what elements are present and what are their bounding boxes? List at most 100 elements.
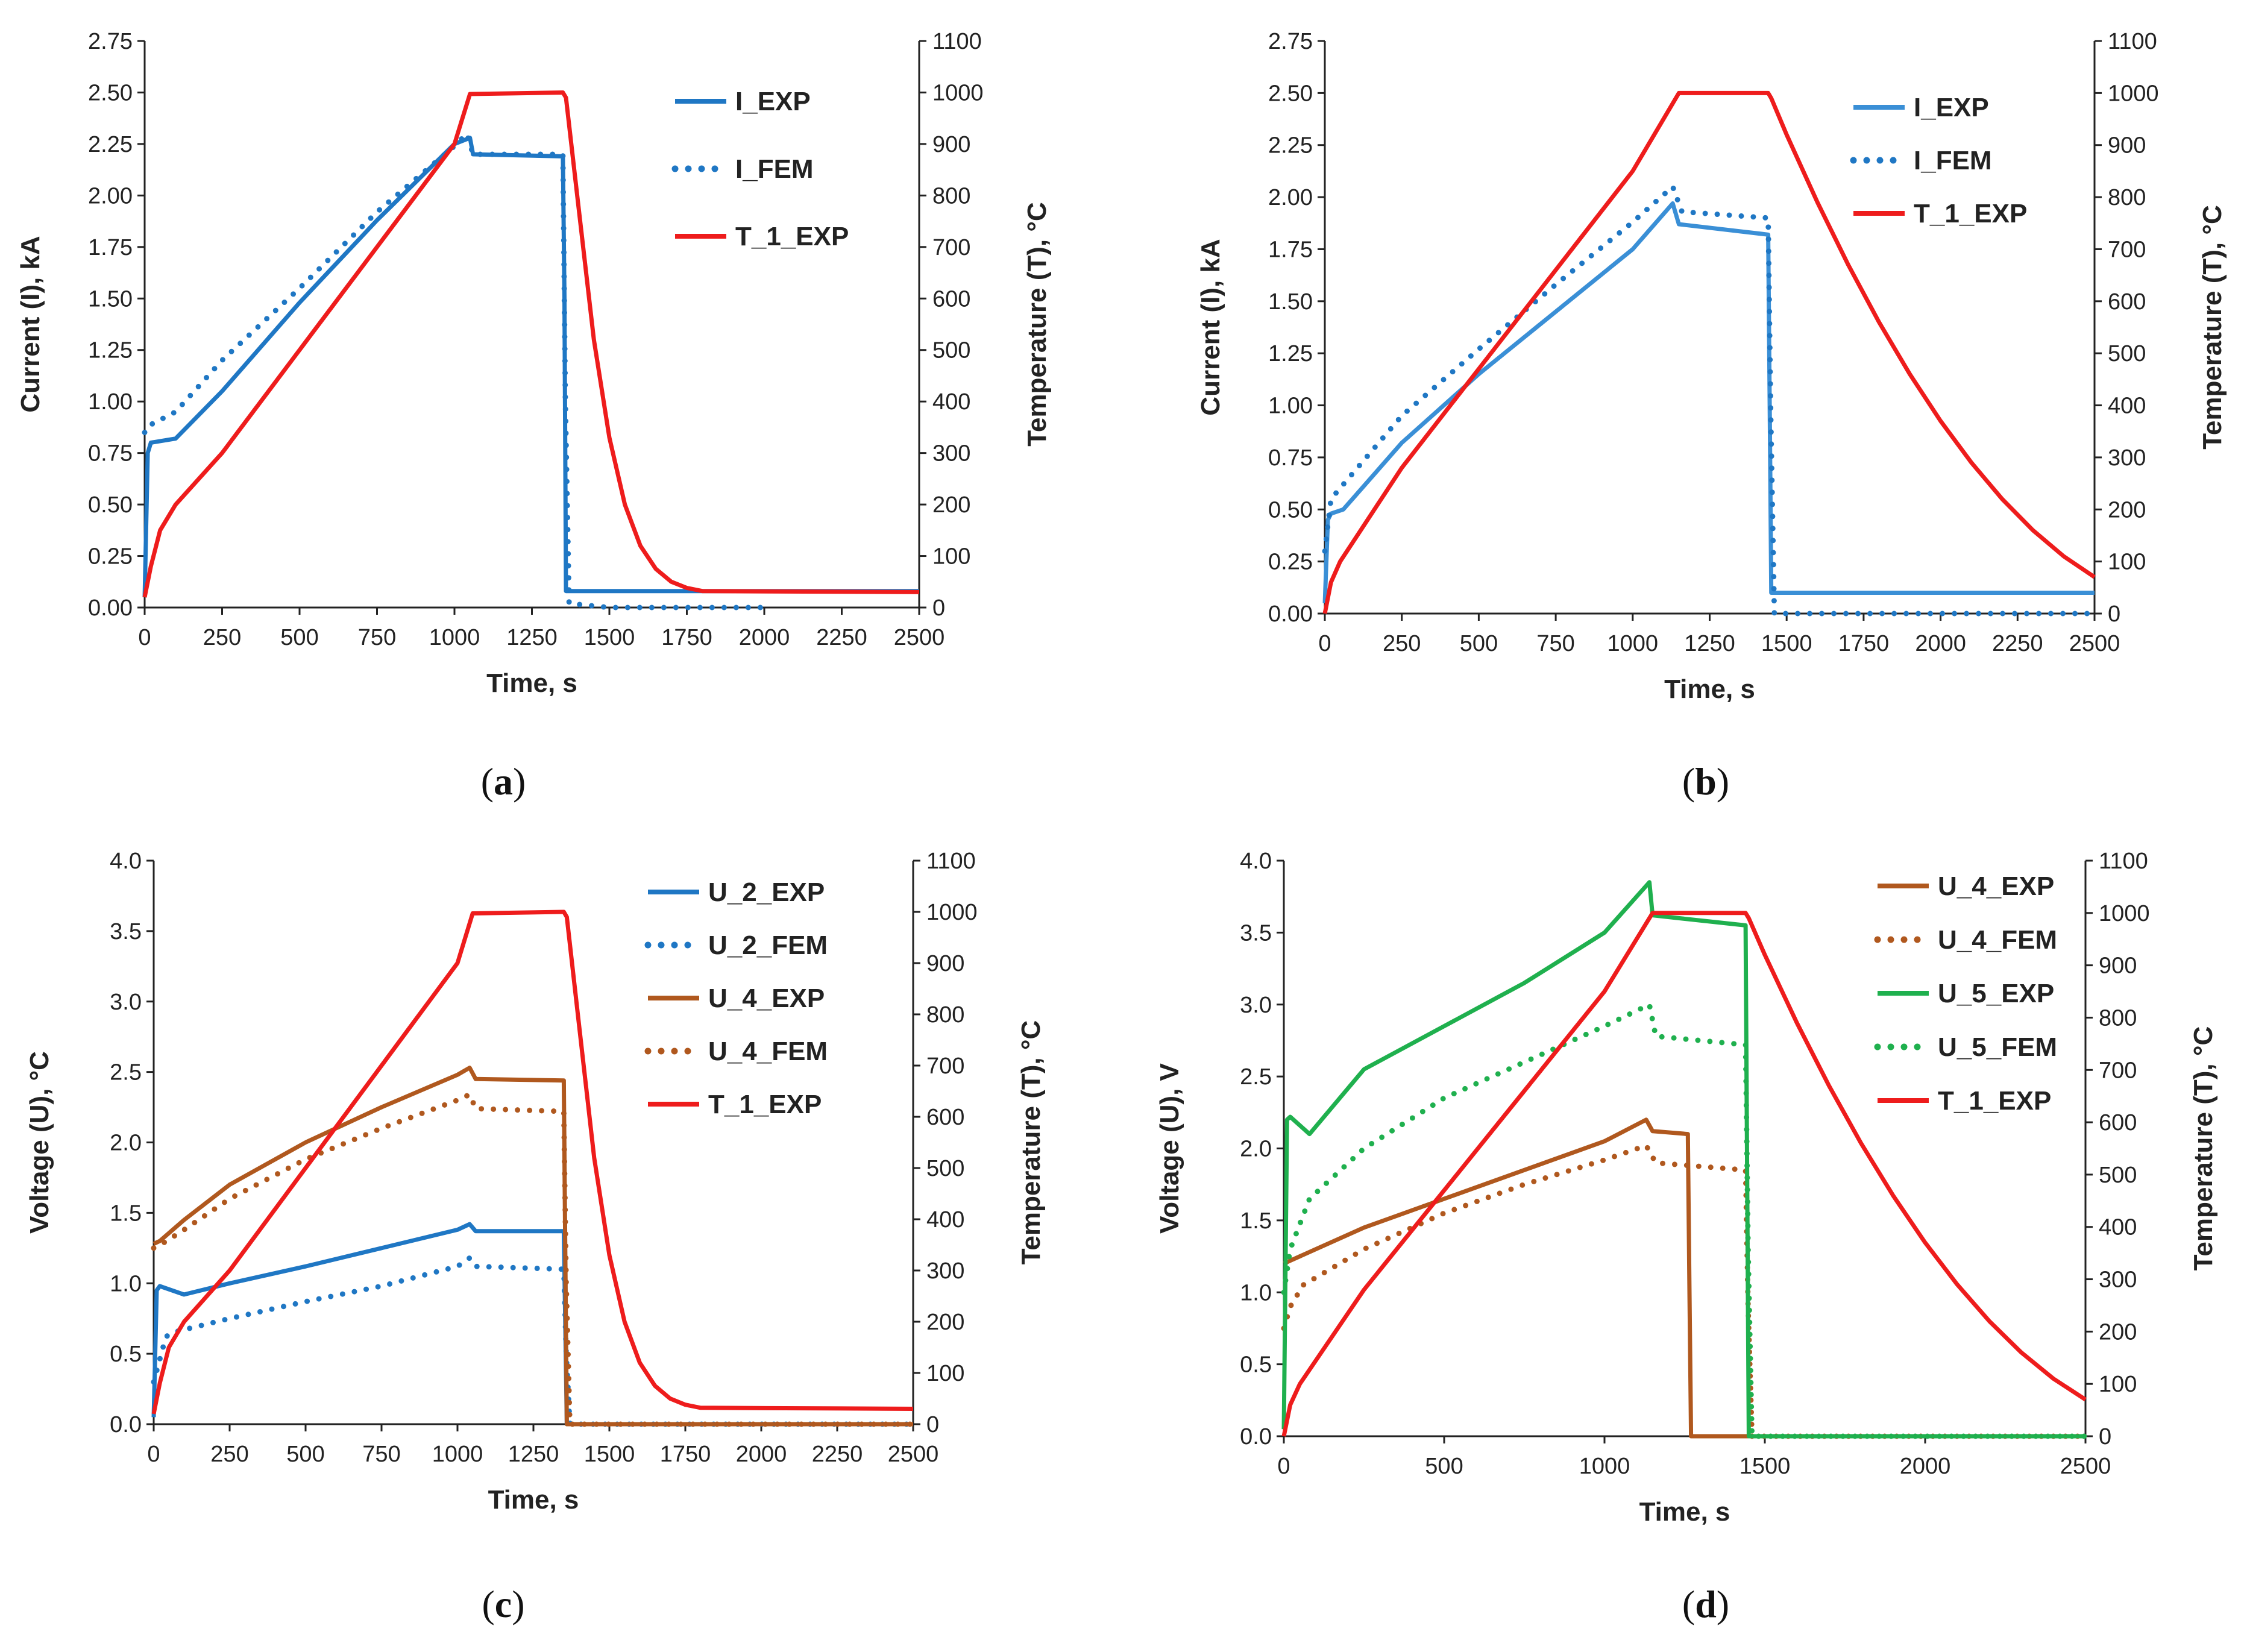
y2-axis-title: Temperature (T), °C [2198,205,2227,450]
y2-tick-label: 300 [2108,445,2146,471]
y2-tick-label: 500 [932,338,970,363]
y2-tick-label: 1100 [2099,849,2148,874]
panel-caption: (b) [1682,760,1729,803]
x-tick-label: 500 [1425,1454,1463,1479]
y-tick-label: 1.0 [110,1271,142,1296]
panel-caption: (a) [481,760,526,803]
legend-label: I_FEM [735,154,814,184]
series-line-u-4-fem [1281,1143,2088,1439]
series-line-u-2-fem [151,1255,916,1427]
series-line-u-5-fem [1281,1002,2088,1439]
x-tick-label: 1250 [508,1442,559,1467]
y-tick-label: 0.00 [88,595,133,621]
legend-label: T_1_EXP [708,1090,822,1119]
x-tick-label: 250 [1383,631,1421,656]
y-tick-label: 3.0 [1240,993,1272,1018]
y-tick-label: 2.25 [88,132,133,157]
legend-label: U_4_FEM [708,1037,828,1066]
y2-tick-label: 400 [2108,394,2146,419]
y-tick-label: 1.75 [88,235,133,260]
legend-label: T_1_EXP [1914,199,2027,228]
series-line-i-exp [142,136,919,597]
legend-label: U_4_FEM [1938,925,2057,955]
x-tick-label: 1000 [429,625,480,650]
legend-label: I_FEM [1914,146,1992,175]
caption-open-paren: ( [481,760,494,803]
y2-tick-label: 700 [2108,237,2146,262]
y-tick-label: 2.5 [110,1060,142,1085]
y-axis-title: Current (I), kA [1196,239,1225,415]
y2-tick-label: 500 [2099,1163,2137,1188]
x-tick-label: 0 [147,1442,160,1467]
y2-tick-label: 100 [2099,1372,2137,1397]
y-tick-label: 0.00 [1268,601,1313,627]
y-tick-label: 2.75 [88,29,133,54]
x-tick-label: 1500 [1740,1454,1791,1479]
legend-label: U_2_EXP [708,878,825,907]
x-tick-label: 1000 [432,1442,483,1467]
y2-tick-label: 800 [2108,185,2146,210]
y2-tick-label: 700 [926,1054,964,1079]
x-tick-label: 1500 [584,625,635,650]
y2-tick-label: 400 [2099,1215,2137,1240]
y-tick-label: 3.0 [110,990,142,1015]
chart-panel-a: 0 250 500 750 1000 1250 1500 1750 2000 2250 25000.… [16,29,1052,803]
legend-label: U_4_EXP [708,984,825,1013]
x-tick-label: 2000 [1915,631,1966,656]
y2-axis-title: Temperature (T), °C [1016,1020,1046,1265]
y-tick-label: 2.0 [110,1131,142,1156]
y2-tick-label: 300 [932,441,970,466]
y2-tick-label: 100 [932,544,970,570]
y2-tick-label: 200 [2099,1319,2137,1345]
y-tick-label: 0.25 [88,544,133,570]
y2-axis-title: Temperature (T), °C [1022,202,1052,447]
caption-close-paren: ) [512,1583,524,1625]
x-tick-label: 2500 [894,625,945,650]
y-tick-label: 1.75 [1268,237,1313,262]
chart-panel-b: 0 250 500 750 1000 1250 1500 1750 2000 2250 25000.… [1196,29,2227,803]
y-tick-label: 4.0 [110,849,142,874]
y2-tick-label: 1000 [2108,81,2159,106]
y-tick-label: 3.5 [1240,920,1272,946]
y-tick-label: 1.00 [88,389,133,415]
y-tick-label: 1.50 [1268,289,1313,315]
y2-tick-label: 200 [2108,497,2146,523]
chart-panel-c: 0 250 500 750 1000 1250 1500 1750 2000 2250 25000.… [25,849,1046,1625]
x-tick-label: 2500 [888,1442,939,1467]
y-tick-label: 0.25 [1268,550,1313,575]
series-line-i-exp [1322,201,2095,603]
y-tick-label: 0.50 [88,492,133,518]
y2-tick-label: 500 [2108,341,2146,366]
x-tick-label: 2500 [2060,1454,2111,1479]
y2-tick-label: 500 [926,1156,964,1181]
series-line-u-4-exp [1283,1117,2085,1439]
x-tick-label: 2000 [736,1442,787,1467]
x-tick-label: 1750 [661,625,712,650]
x-axis-title: Time, s [1639,1497,1730,1527]
legend-label: U_4_EXP [1938,872,2054,901]
x-tick-label: 250 [210,1442,248,1467]
series-line-t-1-exp [1281,911,2087,1437]
y2-tick-label: 900 [932,132,970,157]
x-tick-label: 500 [1460,631,1498,656]
caption-letter: a [494,760,513,803]
x-tick-label: 2000 [1900,1454,1951,1479]
x-tick-label: 1000 [1608,631,1659,656]
y2-tick-label: 600 [2108,289,2146,315]
y-tick-label: 1.25 [88,338,133,363]
y-tick-label: 4.0 [1240,849,1272,874]
y2-tick-label: 900 [2108,133,2146,159]
y2-tick-label: 300 [2099,1267,2137,1293]
legend-label: T_1_EXP [735,222,849,251]
x-tick-label: 500 [286,1442,324,1467]
x-tick-label: 1000 [1579,1454,1630,1479]
x-tick-label: 1750 [1838,631,1890,656]
series-line-u-4-exp [152,1066,913,1427]
y-tick-label: 1.25 [1268,341,1313,366]
caption-close-paren: ) [1717,760,1729,803]
y2-tick-label: 700 [2099,1058,2137,1083]
y-tick-label: 0.75 [88,441,133,466]
legend-label: U_2_FEM [708,931,828,960]
y2-tick-label: 600 [926,1105,964,1130]
x-tick-label: 750 [358,625,396,650]
